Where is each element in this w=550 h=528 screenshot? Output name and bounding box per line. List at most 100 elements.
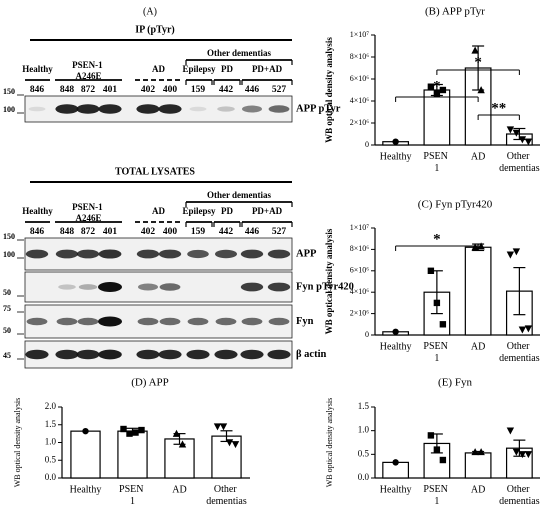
x-tick-label: AD xyxy=(471,151,485,162)
y-tick-label: 6×10⁶ xyxy=(350,266,370,275)
lane-number: 446 xyxy=(245,85,260,95)
x-tick-label: Other dementias xyxy=(499,151,540,174)
band xyxy=(159,317,181,326)
x-tick-label: Healthy xyxy=(70,484,102,495)
y-tick-label: 0.5 xyxy=(358,448,370,458)
data-point xyxy=(477,448,485,456)
group-label: PSEN-1 A246E xyxy=(72,60,105,81)
data-point xyxy=(439,86,447,94)
x-tick-label: PSEN 1 xyxy=(119,484,146,507)
data-point xyxy=(392,138,399,145)
data-point xyxy=(439,321,447,328)
mw-marker: 100 xyxy=(3,250,15,259)
band xyxy=(136,249,160,259)
x-tick-label: Healthy xyxy=(380,341,412,352)
lane-number: 442 xyxy=(219,85,234,95)
band xyxy=(215,249,237,259)
band xyxy=(136,349,160,360)
group-label: Epilepsy xyxy=(182,206,216,216)
y-tick-label: 0.0 xyxy=(45,472,57,482)
band xyxy=(187,317,209,326)
band xyxy=(77,317,99,326)
group-label: Other dementias xyxy=(207,48,272,58)
y-tick-label: 6×10⁶ xyxy=(350,74,370,83)
band xyxy=(26,317,48,326)
data-point xyxy=(433,90,441,97)
group-label: PD+AD xyxy=(252,64,283,74)
band xyxy=(137,317,159,326)
y-tick-label: 1×10⁷ xyxy=(350,223,370,232)
group-label: PSEN-1 A246E xyxy=(72,202,105,223)
band xyxy=(159,283,181,291)
data-point xyxy=(138,426,145,434)
panel-label: (A) xyxy=(143,6,157,17)
y-tick-label: 2×10⁶ xyxy=(350,118,370,127)
band xyxy=(136,104,160,114)
x-tick-label: PSEN 1 xyxy=(423,341,450,364)
significance-label: ** xyxy=(491,100,506,116)
band xyxy=(189,106,207,112)
bar xyxy=(464,452,492,479)
band xyxy=(98,349,122,360)
data-point xyxy=(439,456,447,464)
y-tick-label: 2×10⁶ xyxy=(350,308,370,317)
y-tick-label: 4×10⁶ xyxy=(350,287,370,296)
data-point xyxy=(524,138,533,146)
y-tick-label: 0 xyxy=(365,330,369,339)
bar xyxy=(423,89,451,146)
band xyxy=(214,349,238,360)
data-point xyxy=(518,136,527,144)
data-point xyxy=(427,83,435,90)
band xyxy=(55,349,79,360)
section-title: IP (pTyr) xyxy=(135,24,175,35)
x-tick-label: Other dementias xyxy=(206,484,247,507)
band xyxy=(98,316,122,327)
data-point xyxy=(219,423,228,431)
y-axis-label: WB optical density analysis xyxy=(324,37,334,143)
band xyxy=(58,284,76,290)
group-label: PD+AD xyxy=(252,206,283,216)
band xyxy=(138,283,158,291)
x-tick-label: AD xyxy=(471,484,485,495)
data-point xyxy=(518,326,527,334)
mw-marker: 150 xyxy=(3,232,15,241)
band xyxy=(187,249,209,259)
band xyxy=(186,349,210,360)
band xyxy=(240,349,264,360)
band xyxy=(268,317,290,326)
lane-number: 442 xyxy=(219,227,234,237)
band xyxy=(78,284,98,290)
y-axis-label: WB optical density analysis xyxy=(13,398,22,488)
data-point xyxy=(506,126,515,134)
y-tick-label: 0 xyxy=(365,140,369,149)
data-point xyxy=(512,448,521,456)
y-tick-label: 1.5 xyxy=(358,401,370,411)
y-tick-label: 4×10⁶ xyxy=(350,96,370,105)
mw-marker: 150 xyxy=(3,87,15,96)
significance-label: * xyxy=(474,54,482,70)
lane-number: 159 xyxy=(191,227,206,237)
band xyxy=(240,282,264,292)
data-point xyxy=(506,251,515,259)
data-point xyxy=(120,425,127,433)
band xyxy=(98,282,122,292)
lane-number: 848 xyxy=(60,85,75,95)
group-label: Epilepsy xyxy=(182,64,216,74)
data-point xyxy=(471,46,479,54)
lane-number: 401 xyxy=(103,227,118,237)
mw-marker: 50 xyxy=(3,288,11,297)
data-point xyxy=(427,267,435,274)
data-point xyxy=(392,328,399,335)
band xyxy=(98,104,122,114)
band xyxy=(158,349,182,360)
lane-number: 446 xyxy=(245,227,260,237)
y-axis-label: WB optical density analysis xyxy=(324,228,334,334)
band xyxy=(268,105,290,113)
significance-label: * xyxy=(433,231,441,247)
data-point xyxy=(178,440,187,448)
band xyxy=(267,249,291,259)
lane-number: 527 xyxy=(272,227,287,237)
group-label: Healthy xyxy=(22,206,53,216)
y-axis-label: WB optical density analysis xyxy=(325,398,334,488)
chart-title: (C) Fyn pTyr420 xyxy=(418,199,493,211)
